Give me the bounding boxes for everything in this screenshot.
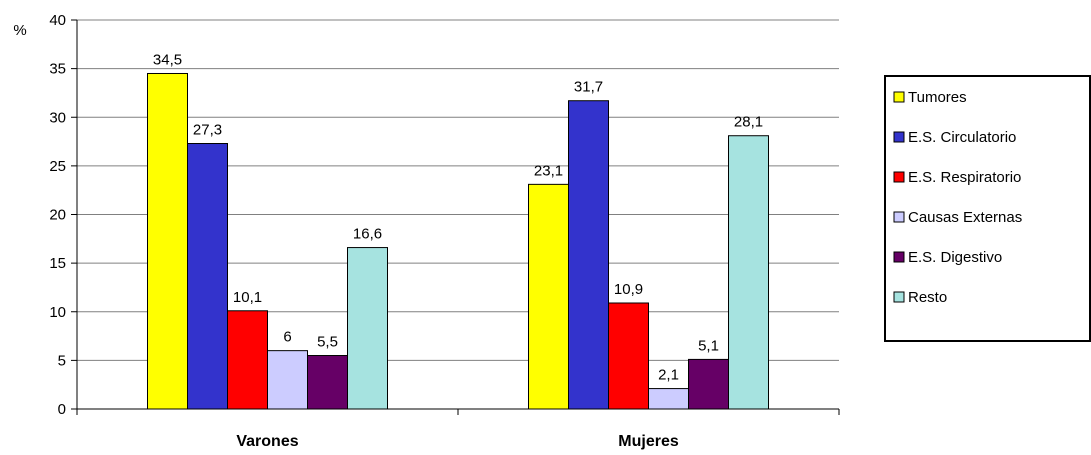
data-label: 16,6 xyxy=(353,226,382,243)
y-tick-label: 10 xyxy=(49,304,66,321)
data-label: 23,1 xyxy=(534,162,563,179)
legend-swatch xyxy=(893,91,905,103)
data-label: 5,5 xyxy=(317,334,338,351)
data-label: 10,1 xyxy=(233,289,262,306)
y-tick-label: 5 xyxy=(58,352,66,369)
legend-label: Causas Externas xyxy=(908,209,1022,226)
legend-label: Tumores xyxy=(908,89,967,106)
bar xyxy=(648,388,689,410)
bar xyxy=(227,310,268,410)
bar xyxy=(528,183,569,410)
legend-label: Resto xyxy=(908,289,947,306)
data-label: 10,9 xyxy=(614,281,643,298)
legend-swatch xyxy=(893,171,905,183)
y-tick-label: 15 xyxy=(49,255,66,272)
y-tick-label: 30 xyxy=(49,109,66,126)
data-label: 6 xyxy=(283,329,291,346)
bar xyxy=(688,358,729,410)
bars xyxy=(147,72,769,410)
legend-label: E.S. Circulatorio xyxy=(908,129,1016,146)
data-label: 2,1 xyxy=(658,367,679,384)
y-tick-label: 40 xyxy=(49,12,66,29)
legend: Tumores E.S. Circulatorio E.S. Respiratori… xyxy=(884,75,1091,342)
data-label: 34,5 xyxy=(153,51,182,68)
bar xyxy=(147,72,188,410)
bar xyxy=(608,302,649,410)
bar xyxy=(307,355,348,410)
legend-swatch xyxy=(893,131,905,143)
legend-label: E.S. Respiratorio xyxy=(908,169,1021,186)
category-label: Varones xyxy=(236,433,298,450)
data-label: 5,1 xyxy=(698,337,719,354)
bar xyxy=(187,143,228,410)
data-labels: 34,5 27,3 10,1 6 5,5 16,6 23,1 31,7 10,9 2,1 5,1 28… xyxy=(153,51,763,383)
bar xyxy=(267,350,308,410)
bar xyxy=(728,135,769,410)
bar xyxy=(347,247,388,410)
data-label: 28,1 xyxy=(734,114,763,131)
category-label: Mujeres xyxy=(618,433,679,450)
y-tick-label: 35 xyxy=(49,61,66,78)
legend-swatch xyxy=(893,211,905,223)
legend-label: E.S. Digestivo xyxy=(908,249,1002,266)
data-label: 27,3 xyxy=(193,122,222,139)
y-unit-label: % xyxy=(13,22,26,39)
bar xyxy=(568,100,609,410)
legend-swatch xyxy=(893,291,905,303)
y-tick-label: 25 xyxy=(49,158,66,175)
y-tick-label: 20 xyxy=(49,207,66,224)
data-label: 31,7 xyxy=(574,79,603,96)
legend-box xyxy=(884,75,1091,342)
axes: 0 5 10 15 20 25 30 35 40% Varones Mujeres xyxy=(13,12,840,450)
legend-swatch xyxy=(893,251,905,263)
y-tick-label: 0 xyxy=(58,401,66,418)
